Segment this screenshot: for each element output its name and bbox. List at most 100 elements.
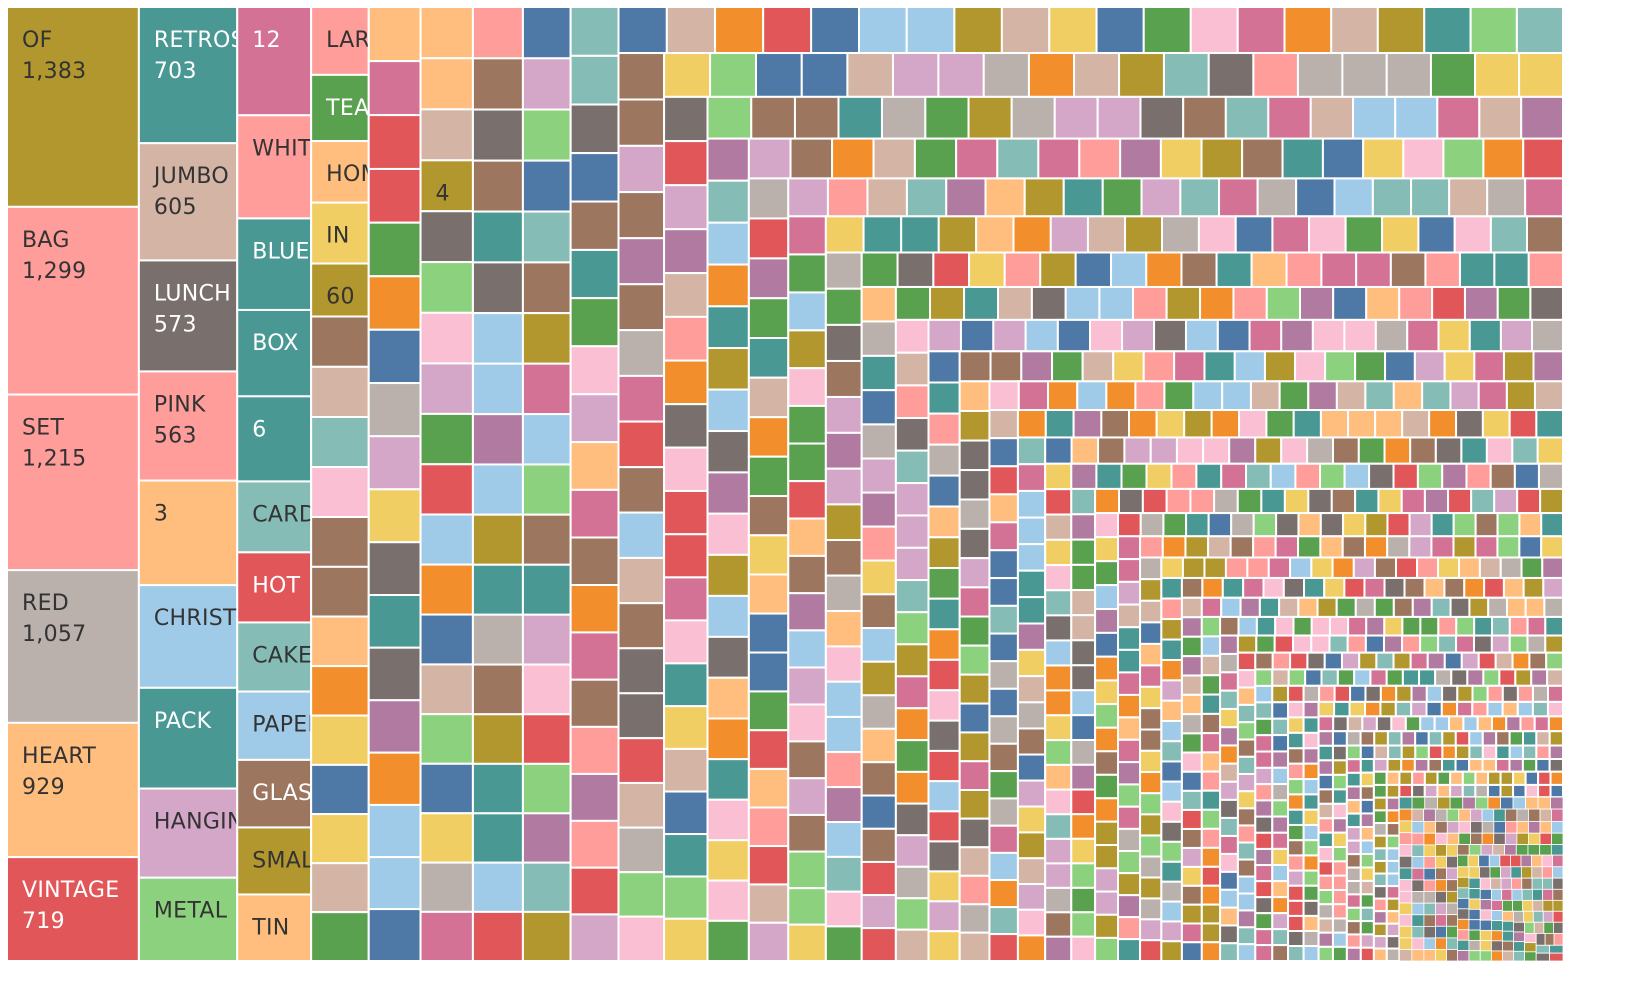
tile-rect[interactable] xyxy=(1441,758,1457,773)
tile[interactable] xyxy=(1219,671,1239,692)
tile-rect[interactable] xyxy=(1458,832,1471,845)
tile[interactable] xyxy=(1343,462,1371,490)
tile-rect[interactable] xyxy=(1180,865,1203,887)
tile[interactable] xyxy=(1256,177,1298,218)
tile[interactable] xyxy=(663,833,709,878)
tile-rect[interactable] xyxy=(894,417,930,452)
tile-rect[interactable] xyxy=(1016,436,1047,466)
tile-rect[interactable] xyxy=(1430,596,1452,618)
tile-rect[interactable] xyxy=(1062,177,1104,218)
tile-rect[interactable] xyxy=(860,593,897,630)
tile[interactable] xyxy=(1162,52,1210,98)
tile[interactable] xyxy=(1521,877,1533,890)
tile[interactable] xyxy=(1516,684,1534,703)
tile-rect[interactable] xyxy=(1463,576,1486,599)
tile-rect[interactable] xyxy=(1372,770,1388,786)
tile[interactable] xyxy=(1287,808,1305,826)
tile-rect[interactable] xyxy=(1387,744,1403,761)
tile-rect[interactable] xyxy=(1359,866,1375,882)
tile-rect[interactable] xyxy=(988,465,1019,496)
tile-rect[interactable] xyxy=(1236,738,1257,758)
tile-rect[interactable] xyxy=(663,140,709,187)
tile[interactable] xyxy=(894,897,930,931)
tile-rect[interactable] xyxy=(521,563,572,616)
tile[interactable] xyxy=(1215,251,1253,288)
tile[interactable] xyxy=(1532,910,1544,923)
tile[interactable] xyxy=(1255,634,1276,654)
tile-rect[interactable] xyxy=(1287,684,1305,703)
tile[interactable] xyxy=(1479,929,1492,942)
tile-rect[interactable] xyxy=(1278,596,1300,618)
tile[interactable] xyxy=(1180,693,1203,716)
tile-rect[interactable] xyxy=(1508,758,1524,773)
tile[interactable] xyxy=(1479,877,1492,890)
tile-rect[interactable] xyxy=(1016,857,1047,886)
tile-rect[interactable] xyxy=(617,602,666,650)
tile[interactable] xyxy=(1383,615,1404,637)
tile-rect[interactable] xyxy=(1016,648,1047,678)
tile-rect[interactable] xyxy=(1531,877,1543,890)
tile[interactable] xyxy=(1423,937,1436,950)
tile[interactable] xyxy=(1219,615,1240,637)
tile-rect[interactable] xyxy=(1070,837,1097,865)
tile[interactable] xyxy=(1478,95,1523,140)
tile[interactable] xyxy=(1116,512,1142,538)
tile[interactable] xyxy=(1385,910,1401,925)
tile[interactable] xyxy=(1481,409,1511,439)
tile[interactable] xyxy=(1273,634,1294,654)
tile-rect[interactable] xyxy=(1179,177,1221,218)
tile-rect[interactable] xyxy=(1331,831,1348,849)
tile-rect[interactable] xyxy=(932,251,971,288)
tile-rect[interactable] xyxy=(913,137,958,180)
tile-rect[interactable] xyxy=(1287,700,1305,719)
tile-rect[interactable] xyxy=(1262,576,1285,599)
tile[interactable] xyxy=(1531,877,1543,890)
tile[interactable] xyxy=(1490,950,1503,961)
tile[interactable] xyxy=(1513,931,1525,943)
tile-rect[interactable] xyxy=(1180,576,1204,599)
tile-rect[interactable] xyxy=(1385,668,1404,687)
tile[interactable] xyxy=(958,702,991,734)
tile-rect[interactable] xyxy=(521,762,572,815)
tile[interactable] xyxy=(1044,739,1073,766)
tile-rect[interactable] xyxy=(1271,717,1290,737)
tile[interactable] xyxy=(1468,898,1481,910)
tile-rect[interactable] xyxy=(1345,744,1362,761)
tile-rect[interactable] xyxy=(860,285,897,323)
tile-rect[interactable] xyxy=(1320,668,1339,687)
tile[interactable] xyxy=(1431,285,1466,321)
tile[interactable] xyxy=(1427,744,1444,761)
tile[interactable] xyxy=(1070,462,1098,490)
tile-rect[interactable] xyxy=(860,491,897,528)
tile-rect[interactable] xyxy=(988,715,1019,745)
tile[interactable] xyxy=(1236,824,1257,844)
tile[interactable] xyxy=(1446,949,1458,961)
tile[interactable] xyxy=(1390,715,1407,733)
tile-rect[interactable] xyxy=(1479,899,1492,911)
tile[interactable] xyxy=(663,619,709,665)
tile[interactable] xyxy=(1160,760,1183,783)
tile[interactable] xyxy=(747,257,790,300)
tile-rect[interactable] xyxy=(1372,859,1388,875)
tile[interactable] xyxy=(1519,715,1536,733)
tile[interactable] xyxy=(1345,839,1362,856)
tile[interactable] xyxy=(1375,715,1393,733)
tile[interactable] xyxy=(1116,716,1142,741)
tile-rect[interactable] xyxy=(1280,318,1314,353)
tile[interactable] xyxy=(1528,832,1541,845)
tile-rect[interactable] xyxy=(1372,910,1388,925)
tile-rect[interactable] xyxy=(747,573,790,615)
tile-card[interactable]: CARD xyxy=(236,480,316,554)
tile[interactable] xyxy=(663,576,709,622)
tile-rect[interactable] xyxy=(929,285,966,321)
tile-rect[interactable] xyxy=(1435,925,1447,939)
tile[interactable] xyxy=(1180,789,1203,811)
tile[interactable] xyxy=(787,850,827,890)
tile[interactable] xyxy=(1474,52,1521,98)
tile-rect[interactable] xyxy=(1160,556,1184,579)
tile[interactable] xyxy=(1430,596,1452,618)
tile[interactable] xyxy=(1435,925,1447,939)
tile[interactable] xyxy=(1160,820,1183,843)
tile-rect[interactable] xyxy=(1307,380,1338,412)
tile-rect[interactable] xyxy=(1252,535,1277,559)
